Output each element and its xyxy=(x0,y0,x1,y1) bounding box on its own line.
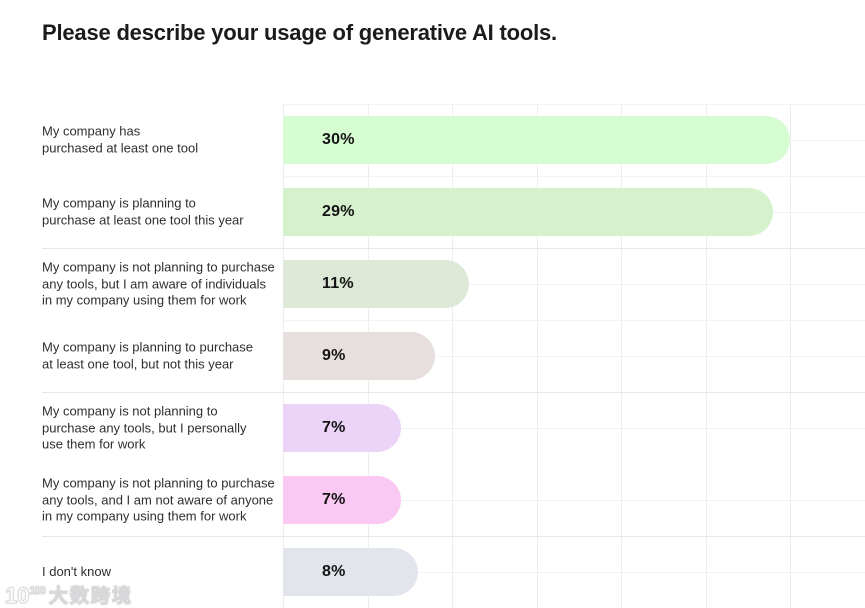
watermark: 10100 大数跨境 xyxy=(4,583,133,608)
category-label: My company is not planning to purchase a… xyxy=(42,259,275,308)
category-label: My company is not planning to purchase a… xyxy=(42,475,275,524)
bar-value-label: 11% xyxy=(322,275,354,292)
chart-row: My company is planning to purchase at le… xyxy=(0,320,865,392)
chart-row: My company is planning to purchase at le… xyxy=(0,176,865,248)
horizontal-gridline xyxy=(283,104,865,105)
category-label: My company has purchased at least one to… xyxy=(42,123,199,156)
bar-value-label: 7% xyxy=(322,491,346,508)
horizontal-gridline xyxy=(283,572,865,573)
horizontal-gridline xyxy=(283,356,865,357)
bar-value-label: 8% xyxy=(322,563,346,580)
bar: 7% xyxy=(283,404,401,452)
chart-row: I don't know 8% xyxy=(0,536,865,608)
bar: 11% xyxy=(283,260,469,308)
horizontal-gridline xyxy=(283,428,865,429)
category-label: I don't know xyxy=(42,563,111,579)
category-label: My company is planning to purchase at le… xyxy=(42,339,254,372)
chart-title: Please describe your usage of generative… xyxy=(42,20,557,45)
category-label: My company is planning to purchase at le… xyxy=(42,195,244,228)
bar-value-label: 30% xyxy=(322,131,355,148)
category-label: My company is not planning to purchase a… xyxy=(42,403,247,452)
watermark-logo: 10100 xyxy=(4,583,46,608)
bar: 7% xyxy=(283,476,401,524)
horizontal-gridline xyxy=(283,176,865,177)
chart-row: My company is not planning to purchase a… xyxy=(0,464,865,536)
row-separator-line xyxy=(42,248,865,249)
row-separator-line xyxy=(42,392,865,393)
horizontal-gridline xyxy=(283,284,865,285)
row-separator-line xyxy=(42,536,865,537)
bar-value-label: 7% xyxy=(322,419,346,436)
chart-row: My company has purchased at least one to… xyxy=(0,104,865,176)
chart-row: My company is not planning to purchase a… xyxy=(0,248,865,320)
bar-value-label: 29% xyxy=(322,203,355,220)
bar: 30% xyxy=(283,116,790,164)
horizontal-gridline xyxy=(283,500,865,501)
bar: 9% xyxy=(283,332,435,380)
watermark-brand-text: 大数跨境 xyxy=(48,585,133,608)
bar: 29% xyxy=(283,188,773,236)
bar-value-label: 9% xyxy=(322,347,346,364)
bar: 8% xyxy=(283,548,418,596)
horizontal-gridline xyxy=(283,320,865,321)
watermark-logo-exponent: 100 xyxy=(29,585,46,597)
chart-row: My company is not planning to purchase a… xyxy=(0,392,865,464)
